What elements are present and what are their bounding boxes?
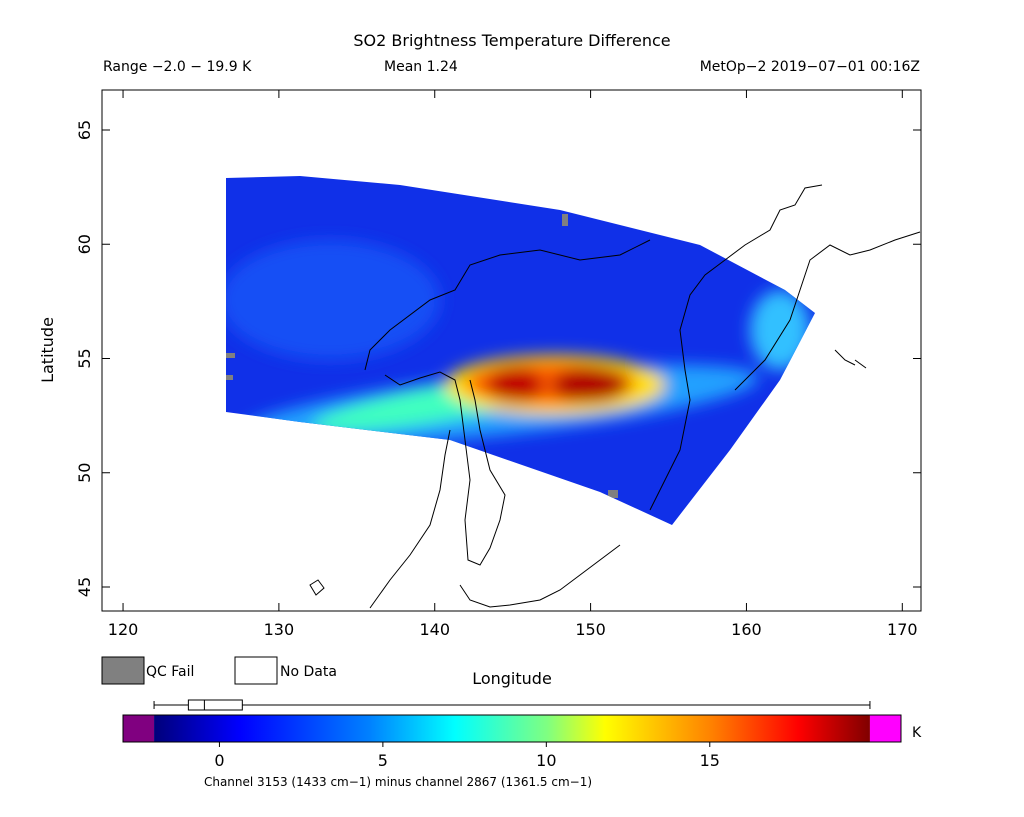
range-label: Range −2.0 − 19.9 K [103,59,252,75]
colorbar-tick-label: 10 [536,751,556,770]
x-tick-label: 160 [731,620,762,639]
title: SO2 Brightness Temperature Difference [353,31,670,50]
colorbar-under [123,715,155,742]
qc-fail-swatch [101,656,145,685]
y-tick-label: 60 [75,234,94,254]
colorbar-tick-label: 15 [700,751,720,770]
y-tick-label: 45 [75,577,94,597]
y-tick-label: 50 [75,463,94,483]
caption: Channel 3153 (1433 cm−1) minus channel 2… [204,775,592,789]
colorbar-tick-label: 5 [378,751,388,770]
swath [226,176,815,525]
colorbar-unit: K [912,725,922,741]
x-tick-label: 170 [887,620,918,639]
qc-fail-label: QC Fail [146,664,194,680]
y-axis-label: Latitude [38,317,57,383]
y-tick-label: 65 [75,120,94,140]
x-axis-label: Longitude [472,669,552,688]
plot-frame [101,89,922,612]
colorbar [154,715,870,742]
no-data-label: No Data [280,664,337,680]
y-tick-label: 55 [75,348,94,368]
x-tick-label: 150 [575,620,606,639]
colorbar-over [869,715,901,742]
box [187,699,243,711]
no-data-swatch [234,656,278,685]
colorbar-frame [122,714,902,743]
colorbar-tick-label: 0 [214,751,224,770]
x-tick-label: 130 [264,620,295,639]
coastlines [309,184,921,609]
source-label: MetOp−2 2019−07−01 00:16Z [700,59,920,75]
x-tick-label: 140 [419,620,450,639]
x-tick-label: 120 [108,620,139,639]
mean-label: Mean 1.24 [384,59,458,75]
